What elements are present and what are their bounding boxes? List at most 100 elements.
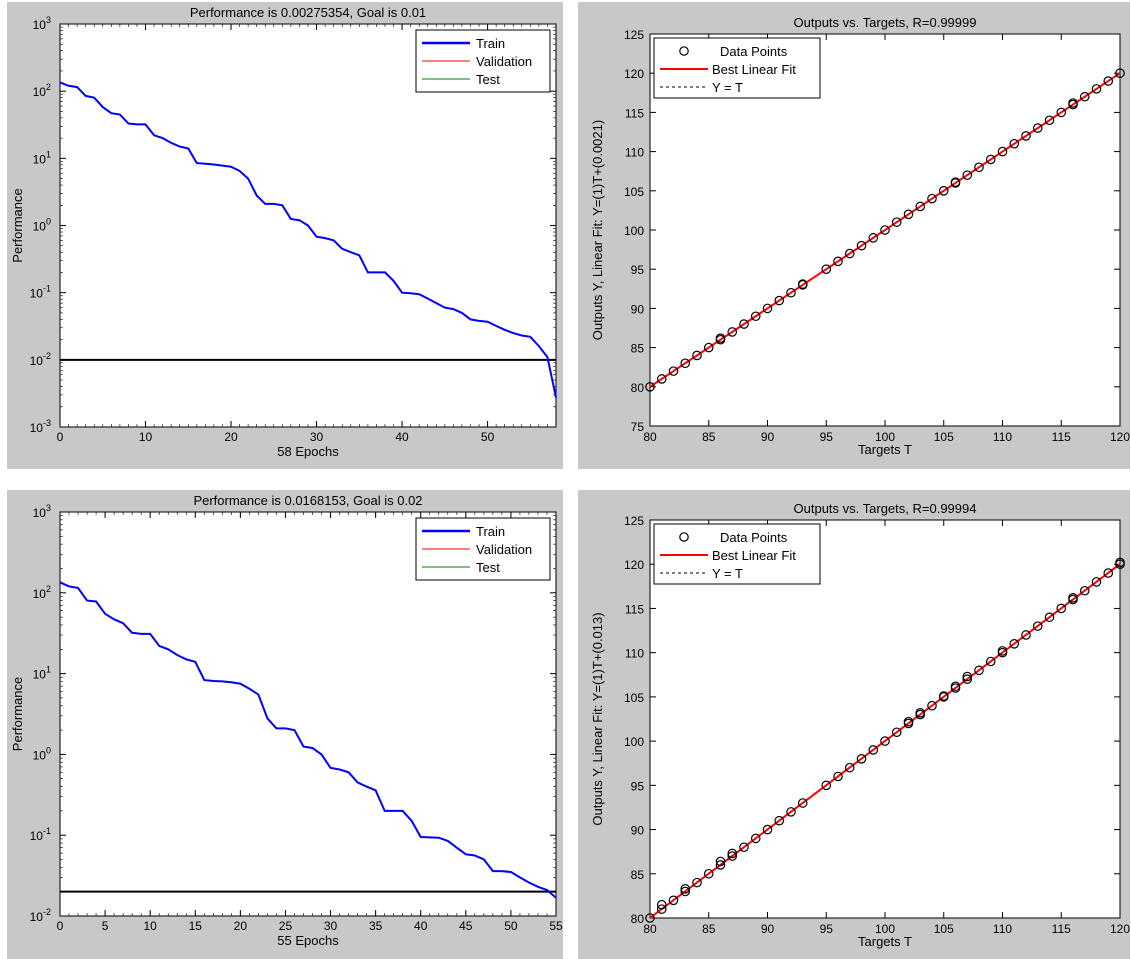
data-point: [668, 366, 679, 376]
data-point: [997, 646, 1008, 656]
data-point: [727, 327, 738, 337]
x-tick-label: 115: [1052, 922, 1071, 936]
y-tick-exponent: 3: [46, 503, 51, 513]
data-point: [715, 856, 726, 867]
x-axis-label: 58 Epochs: [277, 444, 339, 459]
y-axis-label: Performance: [10, 677, 25, 751]
legend-label-data-points: Data Points: [720, 44, 788, 59]
x-tick-label: 95: [820, 922, 834, 936]
data-point: [903, 209, 914, 220]
chart-panel-regression-1: Outputs vs. Targets, R=0.99999 Targets T O…: [578, 2, 1130, 469]
y-tick-label: 100: [33, 745, 51, 762]
data-point: [915, 708, 926, 718]
chart-panel-performance-2: Performance is 0.0168153, Goal is 0.02 55…: [7, 490, 563, 959]
data-point: [1079, 585, 1090, 596]
y-tick-label: 100: [624, 735, 644, 749]
data-point: [680, 884, 691, 894]
y-tick-label: 10-1: [30, 826, 51, 843]
data-point: [750, 833, 761, 844]
y-tick-base: 10: [33, 220, 47, 234]
y-tick-exponent: 0: [46, 217, 51, 227]
regression-chart-1: Outputs vs. Targets, R=0.99999 Targets T O…: [590, 15, 1130, 457]
data-point: [844, 762, 855, 773]
y-tick-exponent: 1: [46, 665, 51, 675]
y-tick-label: 90: [631, 824, 645, 838]
x-tick-label: 105: [934, 430, 954, 444]
data-point: [692, 877, 702, 888]
y-tick-label: 102: [33, 584, 51, 601]
data-point: [997, 146, 1008, 157]
data-point: [656, 374, 667, 384]
chart-title: Outputs vs. Targets, R=0.99999: [794, 15, 977, 30]
y-tick-base: 10: [33, 668, 47, 682]
data-point: [1091, 577, 1102, 587]
data-point: [974, 162, 984, 173]
data-point: [1044, 115, 1055, 126]
y-tick-label: 100: [33, 217, 51, 234]
data-point: [762, 303, 773, 314]
x-tick-label: 40: [414, 919, 428, 933]
data-point: [962, 674, 973, 684]
y-axis-label: Performance: [10, 188, 25, 262]
x-tick-label: 90: [761, 922, 775, 936]
series-line-train: [59, 581, 557, 899]
data-point: [821, 264, 832, 274]
data-point: [833, 771, 843, 782]
chart-title: Performance is 0.00275354, Goal is 0.01: [190, 5, 426, 20]
y-tick-label: 120: [624, 558, 644, 572]
y-tick-exponent: 1: [46, 149, 51, 159]
data-point: [1103, 568, 1114, 578]
data-point: [1091, 84, 1102, 94]
data-point: [692, 350, 702, 361]
data-point: [891, 217, 902, 227]
x-tick-label: 85: [702, 430, 716, 444]
data-point: [1068, 593, 1078, 603]
data-point: [1032, 123, 1043, 133]
data-point: [1079, 91, 1090, 102]
performance-chart-1: Performance is 0.00275354, Goal is 0.01 5…: [10, 5, 557, 459]
x-tick-label: 5: [102, 919, 109, 933]
data-point: [1068, 98, 1078, 108]
x-tick-label: 35: [369, 919, 383, 933]
data-point: [774, 815, 785, 826]
data-point: [1009, 639, 1020, 649]
x-tick-label: 80: [643, 922, 657, 936]
y-tick-exponent: 2: [46, 584, 51, 594]
y-tick-exponent: -2: [43, 351, 51, 361]
performance-chart-2: Performance is 0.0168153, Goal is 0.0255…: [10, 493, 563, 948]
data-point: [950, 681, 961, 692]
data-point: [1044, 612, 1055, 623]
x-tick-label: 90: [761, 430, 775, 444]
data-point: [915, 201, 926, 212]
data-point: [786, 287, 796, 298]
data-point: [680, 358, 691, 369]
y-tick-base: 10: [33, 85, 47, 99]
legend-label-test: Test: [476, 72, 500, 87]
data-point: [927, 193, 937, 204]
y-tick-base: 10: [33, 152, 47, 166]
y-tick-base: 10: [33, 18, 47, 32]
y-tick-base: 10: [30, 287, 44, 301]
data-point: [703, 342, 714, 353]
y-tick-label: 120: [624, 67, 644, 81]
x-tick-label: 20: [224, 430, 238, 444]
data-point: [950, 177, 961, 187]
data-point: [774, 295, 785, 306]
data-point: [903, 716, 914, 727]
x-tick-label: 100: [875, 430, 895, 444]
data-point: [927, 700, 937, 711]
data-point: [715, 333, 726, 343]
x-tick-label: 105: [934, 922, 954, 936]
y-tick-label: 10-1: [30, 284, 51, 301]
y-tick-label: 95: [631, 779, 645, 793]
chart-panel-regression-2: Outputs vs. Targets, R=0.99994 Targets T O…: [578, 490, 1130, 959]
y-tick-label: 80: [631, 381, 645, 395]
data-point: [844, 248, 855, 259]
y-tick-base: 10: [30, 354, 44, 368]
data-point: [962, 671, 973, 682]
x-tick-label: 80: [643, 430, 657, 444]
data-point: [703, 868, 714, 879]
legend-label-data-points: Data Points: [720, 530, 788, 545]
data-point: [1115, 557, 1125, 568]
data-point: [739, 319, 749, 329]
